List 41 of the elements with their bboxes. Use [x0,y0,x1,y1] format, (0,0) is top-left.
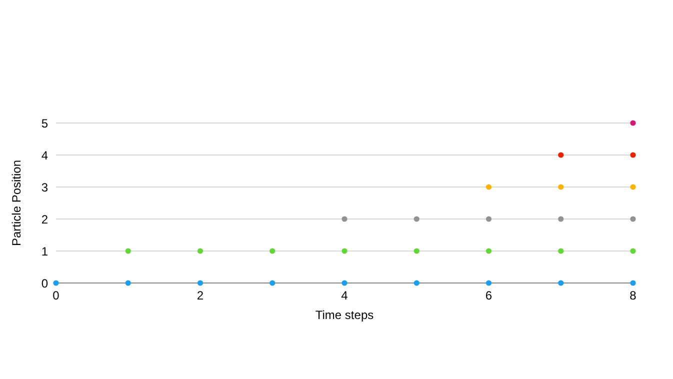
y-tick-label: 4 [41,148,48,162]
point [630,152,636,158]
y-tick-label: 1 [41,244,48,258]
point [630,248,636,254]
point [558,248,564,254]
point [125,248,131,254]
point [558,280,564,286]
point [197,280,204,286]
point [342,280,348,286]
x-tick-label: 0 [52,288,60,303]
point [125,280,131,286]
point [630,280,636,286]
point [486,248,492,254]
point [270,280,276,286]
x-axis-title: Time steps [315,308,374,322]
point [486,184,492,190]
y-tick-label: 3 [41,180,48,194]
point [630,184,636,190]
point [558,216,564,222]
point [630,120,636,126]
point [342,216,348,222]
y-tick-label: 2 [41,212,48,226]
point [486,280,492,286]
point [414,280,420,286]
point [558,152,564,158]
point [486,216,492,222]
x-tick-label: 4 [341,288,348,303]
point [53,280,59,286]
point [342,248,348,254]
point [414,248,420,254]
x-tick-label: 6 [485,288,492,303]
point [558,184,564,190]
y-axis-title: Particle Position [9,160,24,246]
point [630,216,636,222]
point [270,248,276,254]
x-tick-label: 2 [196,288,204,303]
point [197,248,204,254]
x-tick-label: 8 [630,288,637,303]
point [414,216,420,222]
y-tick-label: 5 [41,116,48,130]
y-tick-label: 0 [41,276,48,290]
